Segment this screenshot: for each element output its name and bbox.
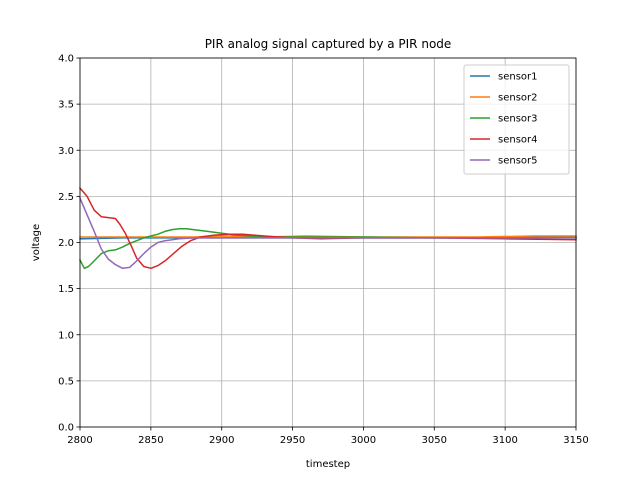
y-axis-label: voltage xyxy=(31,224,42,261)
y-tick-label: 2.0 xyxy=(58,238,74,249)
legend-label-sensor5: sensor5 xyxy=(498,156,538,167)
y-tick-label: 1.5 xyxy=(58,284,74,295)
legend-label-sensor4: sensor4 xyxy=(498,135,538,146)
x-tick-label: 3150 xyxy=(563,435,588,446)
legend: sensor1 sensor2 sensor3 sensor4 sensor5 xyxy=(463,64,570,175)
legend-box xyxy=(463,64,570,175)
y-axis: 0.0 0.5 1.0 1.5 2.0 2.5 3.0 3.5 4.0 xyxy=(58,54,80,434)
x-tick-label: 3050 xyxy=(422,435,447,446)
y-tick-label: 0.0 xyxy=(58,423,74,434)
x-tick-label: 2950 xyxy=(280,435,305,446)
x-tick-label: 2800 xyxy=(67,435,92,446)
y-tick-label: 0.5 xyxy=(58,376,74,387)
x-axis-label: timestep xyxy=(306,459,350,470)
x-tick-label: 2900 xyxy=(209,435,234,446)
plot-area: 2800 2850 2900 2950 3000 3050 3100 3150 0.0 0.5 1… xyxy=(58,54,589,447)
y-tick-label: 3.5 xyxy=(58,100,74,111)
series-line-sensor5 xyxy=(79,197,577,270)
series-group xyxy=(78,187,577,270)
y-tick-label: 1.0 xyxy=(58,330,74,341)
legend-label-sensor3: sensor3 xyxy=(498,114,538,125)
y-tick-label: 2.5 xyxy=(58,192,74,203)
x-axis: 2800 2850 2900 2950 3000 3050 3100 3150 xyxy=(67,427,589,446)
legend-label-sensor2: sensor2 xyxy=(498,93,538,104)
y-tick-label: 4.0 xyxy=(58,54,74,65)
y-tick-label: 3.0 xyxy=(58,146,74,157)
legend-label-sensor1: sensor1 xyxy=(498,72,538,83)
chart-title: PIR analog signal captured by a PIR node xyxy=(205,37,452,51)
x-tick-label: 2850 xyxy=(138,435,163,446)
x-tick-label: 3100 xyxy=(492,435,517,446)
x-tick-label: 3000 xyxy=(351,435,376,446)
